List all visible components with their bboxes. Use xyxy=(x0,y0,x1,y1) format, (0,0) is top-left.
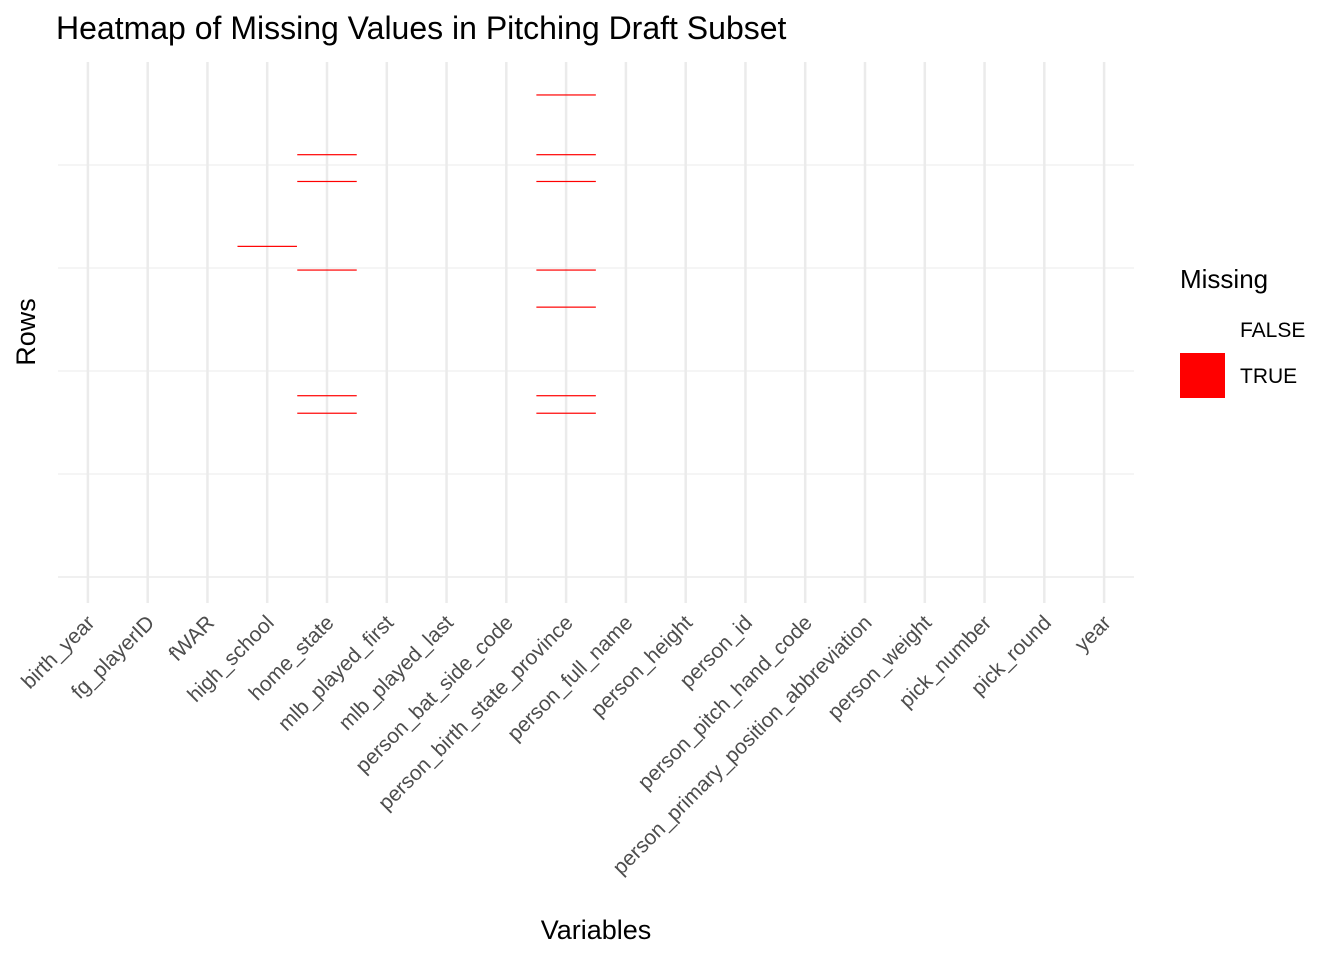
chart-title: Heatmap of Missing Values in Pitching Dr… xyxy=(56,10,787,46)
grid-lines xyxy=(58,62,1134,603)
missing-cells xyxy=(237,94,596,414)
legend: Missing FALSE TRUE xyxy=(1180,264,1305,398)
missing-cell xyxy=(297,154,357,156)
legend-label-true: TRUE xyxy=(1240,365,1297,388)
x-axis-title: Variables xyxy=(541,915,652,945)
missing-cell xyxy=(536,412,596,414)
x-tick-label: fWAR xyxy=(164,611,218,665)
missing-cell xyxy=(237,245,297,247)
x-tick-label: person_weight xyxy=(823,611,936,724)
missing-cell xyxy=(536,94,596,96)
missing-cell xyxy=(536,395,596,397)
missing-cell xyxy=(536,154,596,156)
legend-key-false xyxy=(1180,307,1225,352)
missing-cell xyxy=(297,412,357,414)
legend-title: Missing xyxy=(1180,264,1268,294)
missing-cell xyxy=(536,306,596,308)
legend-key-true xyxy=(1180,353,1225,398)
missing-cell xyxy=(297,180,357,183)
legend-label-false: FALSE xyxy=(1240,319,1305,342)
missing-cell xyxy=(536,269,596,271)
missing-cell xyxy=(297,395,357,397)
missing-cell xyxy=(536,180,596,183)
y-axis-title: Rows xyxy=(11,298,41,366)
missing-cell xyxy=(297,269,357,271)
x-tick-label: year xyxy=(1070,611,1115,656)
